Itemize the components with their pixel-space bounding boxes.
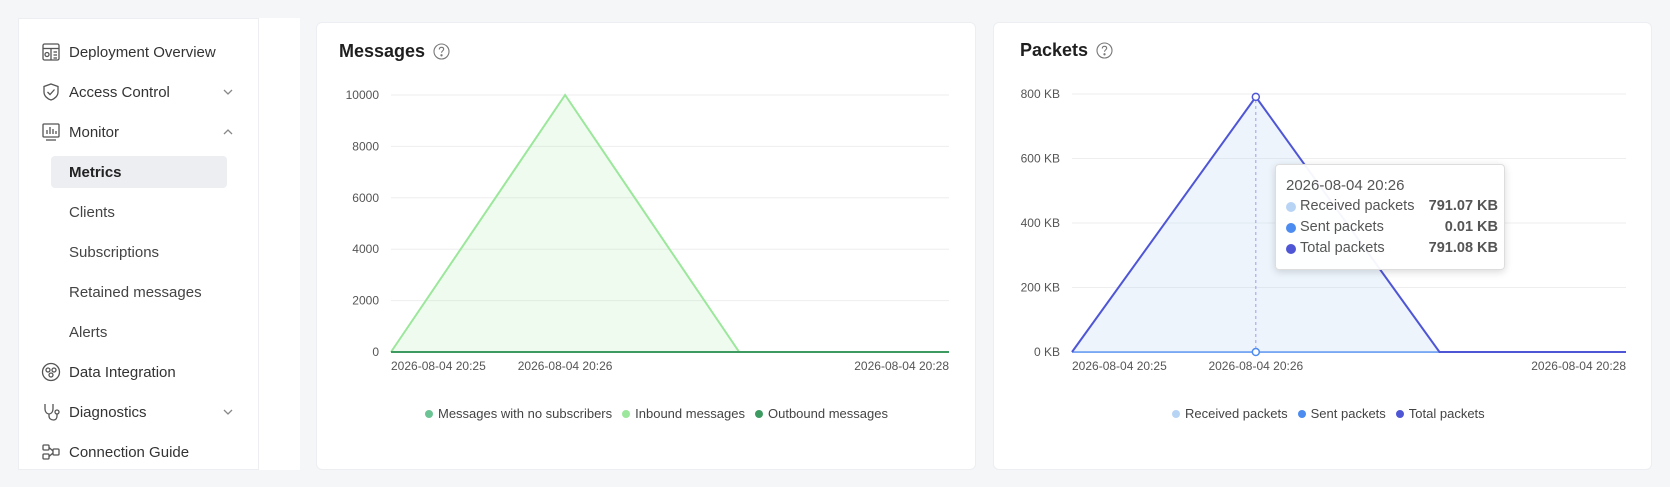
chevron-up-icon[interactable] [221, 125, 235, 139]
legend-label: Received packets [1185, 406, 1288, 421]
x-tick-label: 2026-08-04 20:26 [1208, 359, 1303, 373]
legend-item-no-subscribers[interactable]: Messages with no subscribers [425, 406, 612, 421]
chart-tooltip: 2026-08-04 20:26 Received packets 791.07… [1275, 164, 1505, 270]
tooltip-value: 791.07 KB [1428, 198, 1498, 214]
nav-deployment-overview[interactable]: Deployment Overview [19, 32, 259, 72]
legend-item-sent[interactable]: Sent packets [1297, 406, 1386, 421]
x-tick-label: 2026-08-04 20:25 [391, 359, 486, 373]
card-title-text: Messages [339, 41, 426, 61]
legend-label: Inbound messages [635, 406, 745, 421]
sub-item-label: Retained messages [69, 283, 202, 301]
y-tick-label: 8000 [352, 139, 379, 153]
legend-label: Outbound messages [768, 406, 888, 421]
messages-legend: Messages with no subscribers Inbound mes… [425, 406, 888, 421]
legend-item-outbound[interactable]: Outbound messages [755, 406, 888, 421]
packets-legend: Received packets Sent packets Total pack… [1172, 406, 1485, 421]
tooltip-name: Received packets [1300, 198, 1415, 214]
x-tick-label: 2026-08-04 20:28 [1531, 359, 1626, 373]
hover-point [1251, 92, 1261, 102]
sub-item-alerts[interactable]: Alerts [51, 316, 227, 348]
x-tick-label: 2026-08-04 20:28 [854, 359, 949, 373]
y-tick-label: 2000 [352, 294, 379, 308]
sub-item-subscriptions[interactable]: Subscriptions [51, 236, 227, 268]
help-icon[interactable] [433, 43, 450, 60]
tooltip-row-total: Total packets 791.08 KB [1286, 239, 1498, 259]
tooltip-name: Total packets [1300, 240, 1385, 256]
legend-dot [1297, 409, 1306, 418]
help-icon[interactable] [1096, 42, 1113, 59]
nav-monitor[interactable]: Monitor [19, 112, 259, 152]
packets-title: Packets [1020, 40, 1113, 61]
messages-card: Messages 0 2000 4000 6000 8000 10000 2026-08-0… [316, 22, 976, 470]
legend-item-received[interactable]: Received packets [1172, 406, 1288, 421]
tooltip-name: Sent packets [1300, 219, 1384, 235]
hover-point [1251, 347, 1261, 357]
y-tick-label: 600 KB [1021, 152, 1060, 166]
sub-item-label: Subscriptions [69, 243, 160, 261]
sub-item-label: Clients [69, 203, 115, 221]
legend-dot [1395, 409, 1404, 418]
x-tick-label: 2026-08-04 20:25 [1072, 359, 1167, 373]
legend-dot [622, 409, 631, 418]
messages-title: Messages [339, 41, 450, 62]
legend-item-total[interactable]: Total packets [1395, 406, 1485, 421]
sub-item-label: Metrics [69, 163, 122, 181]
chevron-down-icon[interactable] [221, 85, 235, 99]
y-tick-label: 800 KB [1021, 87, 1060, 101]
legend-label: Messages with no subscribers [438, 406, 613, 421]
nav-data-integration[interactable]: Data Integration [19, 352, 259, 392]
tooltip-dot [1286, 202, 1296, 212]
nav-label: Access Control [69, 83, 170, 101]
sub-item-metrics[interactable]: Metrics [51, 156, 227, 188]
tooltip-value: 791.08 KB [1428, 240, 1498, 256]
y-tick-label: 10000 [346, 88, 380, 102]
y-tick-label: 0 KB [1034, 345, 1060, 359]
nav-connection-guide[interactable]: Connection Guide [19, 432, 259, 472]
sub-item-clients[interactable]: Clients [51, 196, 227, 228]
legend-label: Total packets [1408, 406, 1485, 421]
y-tick-label: 400 KB [1021, 216, 1060, 230]
card-title-text: Packets [1020, 40, 1089, 60]
legend-item-inbound[interactable]: Inbound messages [622, 406, 745, 421]
nav-label: Diagnostics [69, 403, 147, 421]
tooltip-value: 0.01 KB [1444, 219, 1498, 235]
stethoscope-icon [41, 402, 61, 422]
y-tick-label: 4000 [352, 242, 379, 256]
nav-diagnostics[interactable]: Diagnostics [19, 392, 259, 432]
sidebar-gutter [258, 18, 300, 470]
shield-check-icon [41, 82, 61, 102]
sub-item-label: Alerts [69, 323, 108, 341]
dashboard-icon [41, 42, 61, 62]
integration-icon [41, 362, 61, 382]
legend-label: Sent packets [1310, 406, 1386, 421]
bar-chart-icon [41, 122, 61, 142]
nav-label: Monitor [69, 123, 120, 141]
nav-label: Deployment Overview [69, 43, 216, 61]
nav-label: Connection Guide [69, 443, 190, 461]
sidebar: Deployment Overview Access Control Monit… [18, 18, 258, 470]
nav-access-control[interactable]: Access Control [19, 72, 259, 112]
tooltip-title: 2026-08-04 20:26 [1286, 177, 1405, 194]
y-tick-label: 6000 [352, 191, 379, 205]
y-tick-label: 200 KB [1021, 281, 1060, 295]
nav-label: Data Integration [69, 363, 176, 381]
legend-dot [1172, 409, 1180, 418]
tooltip-row-sent: Sent packets 0.01 KB [1286, 218, 1498, 238]
legend-dot [425, 409, 433, 418]
connection-icon [41, 442, 61, 462]
x-tick-label: 2026-08-04 20:26 [518, 359, 613, 373]
tooltip-dot [1286, 244, 1296, 254]
packets-chart[interactable]: 0 KB 200 KB 400 KB 600 KB 800 KB 2026-08-04 2… [994, 23, 1653, 471]
series-area-inbound-messages [391, 95, 949, 352]
sub-item-retained-messages[interactable]: Retained messages [51, 276, 227, 308]
tooltip-dot [1286, 223, 1296, 233]
messages-chart[interactable]: 0 2000 4000 6000 8000 10000 2026-08-04 20:25 20… [317, 23, 977, 471]
tooltip-row-received: Received packets 791.07 KB [1286, 197, 1498, 217]
y-tick-label: 0 [372, 345, 379, 359]
chevron-down-icon[interactable] [221, 405, 235, 419]
legend-dot [755, 409, 763, 418]
